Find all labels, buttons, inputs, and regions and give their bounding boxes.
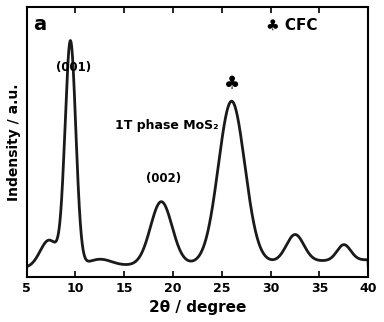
Text: ♣: ♣ [223,76,240,93]
Text: (002): (002) [146,172,181,185]
X-axis label: 2θ / degree: 2θ / degree [149,300,246,315]
Text: ♣ CFC: ♣ CFC [266,18,317,33]
Y-axis label: Indensity / a.u.: Indensity / a.u. [7,83,21,201]
Text: 1T phase MoS₂: 1T phase MoS₂ [115,119,219,132]
Text: (001): (001) [56,61,91,74]
Text: a: a [33,15,46,34]
